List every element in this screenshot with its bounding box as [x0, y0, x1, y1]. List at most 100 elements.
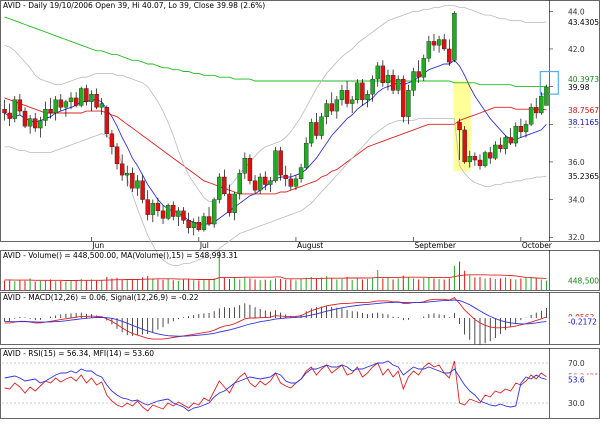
candle-up: [191, 222, 196, 228]
candle-down: [104, 107, 109, 134]
candle-down: [462, 129, 467, 163]
price-value-label-bg: [567, 171, 599, 182]
candle-down: [181, 210, 186, 221]
candle-up: [370, 78, 375, 95]
candle-down: [114, 146, 120, 164]
mfi-line: [4, 360, 547, 412]
candle-down: [498, 144, 503, 149]
candle-up: [309, 122, 314, 144]
candle-down: [227, 193, 232, 213]
candle-down: [17, 99, 23, 112]
candle-down: [380, 65, 386, 83]
candle-up: [211, 199, 217, 225]
candle-down: [145, 199, 150, 215]
candle-down: [278, 150, 283, 176]
price-line-ma_medium-1: [4, 97, 547, 195]
candle-up: [43, 109, 48, 121]
candle-up: [355, 82, 360, 100]
candle-up: [406, 90, 411, 117]
price-tick-label: 32.0: [568, 233, 585, 242]
candle-down: [360, 82, 365, 100]
candle-up: [349, 99, 355, 104]
candle-down: [329, 103, 334, 112]
candle-down: [94, 93, 99, 108]
candle-up: [38, 120, 43, 129]
candle-up: [421, 58, 426, 78]
price-line-bollinger-3: [4, 5, 547, 202]
x-tick-label: October: [522, 241, 553, 250]
price-tick-label: 42.0: [568, 45, 585, 54]
candle-down: [171, 205, 176, 217]
candle-up: [53, 99, 58, 114]
candle-up: [503, 137, 508, 149]
candle-up: [436, 39, 442, 46]
candle-up: [150, 203, 156, 215]
candle-up: [375, 65, 380, 80]
candle-down: [130, 173, 135, 189]
price-value-label: 38.1165: [568, 118, 599, 127]
candle-up: [79, 88, 84, 106]
volume-value-labels: 548,993448,500: [567, 273, 599, 286]
rsi-tick-label: 70.0: [568, 359, 585, 368]
candle-down: [472, 156, 478, 161]
candle-down: [442, 39, 447, 50]
rsi-y-ticks: 70.0 30.0: [568, 359, 585, 408]
candle-down: [518, 125, 524, 132]
candle-up: [268, 180, 273, 185]
macd-signal-line: [4, 299, 547, 337]
panel-title-rsi: AVID - RSI(15) = 56.34, MFI(14) = 53.60: [3, 349, 154, 358]
candle-down: [206, 216, 212, 225]
candle-up: [523, 124, 529, 132]
candle-up: [395, 78, 401, 91]
panel-title-price: AVID - Daily 19/10/2006 Open 39, Hi 40.0…: [3, 1, 265, 10]
candle-up: [319, 116, 324, 136]
candle-up: [513, 125, 518, 144]
candle-down: [119, 163, 125, 176]
candle-down: [447, 48, 452, 63]
candle-up: [452, 13, 457, 61]
macd-line: [4, 297, 547, 340]
candle-down: [7, 112, 12, 119]
candle-down: [252, 180, 258, 191]
candle-down: [160, 210, 166, 219]
price-tick-label: 34.0: [568, 196, 585, 205]
candle-up: [539, 95, 544, 114]
rsi-tick-label: 30.0: [568, 399, 585, 408]
candle-up: [27, 118, 33, 127]
panel-title-volume: AVID - Volume() = 448,500.00, MA(Volume(…: [3, 251, 238, 260]
candle-down: [140, 180, 145, 200]
candle-up: [242, 158, 248, 174]
candle-up: [298, 167, 304, 180]
price-value-label-bg: [567, 74, 599, 85]
candle-up: [365, 93, 370, 100]
candle-up: [528, 107, 534, 125]
candle-up: [303, 142, 309, 168]
x-tick-label: August: [297, 241, 323, 250]
candle-down: [33, 118, 38, 129]
candle-up: [257, 176, 263, 191]
x-tick-label: Jul: [199, 241, 209, 250]
candle-down: [288, 178, 294, 187]
panel-title-macd: AVID - MACD(12,26) = 0.06, Signal(12,26,…: [3, 293, 199, 302]
price-value-label-bg: [567, 117, 599, 128]
candle-up: [135, 180, 140, 189]
candle-down: [263, 176, 268, 185]
candle-down: [314, 122, 319, 136]
price-value-label-bg: [567, 17, 599, 28]
candle-down: [477, 159, 483, 166]
price-tick-label: 36.0: [568, 158, 585, 167]
candle-down: [431, 41, 437, 46]
price-value-label-bg: [567, 104, 599, 115]
candle-up: [63, 101, 69, 108]
candle-down: [196, 222, 202, 230]
rsi-value-label: 53.6: [568, 375, 585, 384]
candle-down: [22, 110, 28, 127]
x-tick-label: Jun: [91, 241, 104, 250]
price-value-label-bg: [567, 81, 599, 92]
candle-up: [99, 103, 104, 108]
candle-up: [89, 93, 94, 102]
candle-up: [293, 178, 299, 187]
candle-down: [488, 152, 493, 159]
candle-down: [84, 88, 89, 102]
